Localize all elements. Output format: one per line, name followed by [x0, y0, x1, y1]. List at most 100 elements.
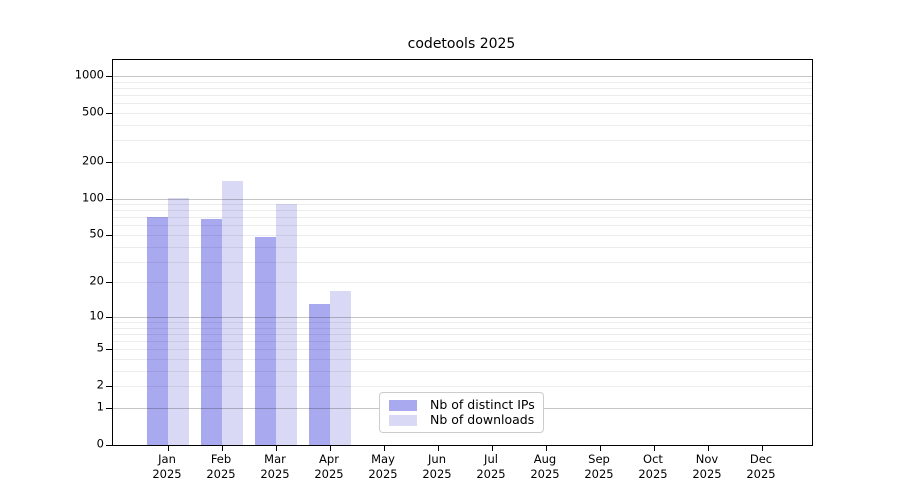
x-tick-month: Jul [484, 452, 498, 466]
x-tick-label-sep: Sep 2025 [584, 452, 613, 482]
y-tick-label: 500 [82, 104, 104, 119]
y-tick-label: 100 [82, 190, 104, 204]
minor-gridline [113, 112, 812, 114]
y-tick-mark [106, 445, 113, 446]
minor-gridline [113, 161, 812, 163]
y-tick-label: 5 [96, 340, 104, 355]
y-tick-label: 10 [89, 308, 104, 323]
x-tick-year: 2025 [152, 467, 182, 481]
x-tick-label-oct: Oct 2025 [638, 452, 667, 482]
x-tick-month: Feb [210, 452, 232, 466]
x-tick-year: 2025 [692, 467, 722, 481]
minor-gridline [113, 349, 812, 351]
major-gridline [113, 75, 812, 77]
x-tick-mark [600, 445, 601, 451]
minor-gridline [113, 235, 812, 236]
minor-gridline [113, 87, 812, 89]
x-tick-month: Apr [319, 452, 339, 466]
x-tick-month: Aug [533, 452, 557, 466]
minor-gridline [113, 359, 812, 360]
y-tick-label: 0 [96, 436, 104, 451]
x-tick-mark [708, 445, 709, 451]
minor-gridline [113, 282, 812, 284]
y-tick-mark [106, 282, 113, 284]
x-tick-mark [168, 445, 169, 451]
chart-title: codetools 2025 [407, 36, 516, 52]
legend-label-distinct-ips: Nb of distinct IPs [430, 397, 535, 412]
x-tick-year: 2025 [206, 467, 236, 481]
minor-gridline [113, 386, 812, 388]
minor-gridline [113, 204, 812, 205]
y-tick-mark [106, 408, 113, 409]
x-tick-mark [492, 445, 493, 451]
x-tick-year: 2025 [584, 467, 614, 481]
y-tick-mark [106, 386, 113, 388]
y-tick-mark [106, 198, 113, 200]
minor-gridline [113, 333, 812, 335]
x-tick-year: 2025 [476, 467, 506, 481]
x-tick-year: 2025 [530, 467, 560, 481]
minor-gridline [113, 95, 812, 96]
legend-item-downloads: Nb of downloads [389, 413, 535, 427]
x-tick-label-nov: Nov 2025 [692, 452, 721, 482]
minor-gridline [113, 103, 812, 105]
x-tick-label-jan: Jan 2025 [152, 452, 181, 482]
major-gridline [113, 316, 812, 318]
y-tick-label: 200 [82, 153, 104, 168]
bar-distinct-ips-apr [309, 304, 330, 445]
x-tick-year: 2025 [368, 467, 398, 481]
plot-area [106, 59, 813, 451]
minor-gridline [113, 341, 812, 343]
x-tick-year: 2025 [638, 467, 668, 481]
x-tick-month: Oct [643, 452, 663, 466]
bar-downloads-jan [168, 198, 189, 445]
y-tick-label: 2 [96, 377, 104, 392]
y-tick-mark [106, 112, 113, 114]
x-tick-month: Jan [158, 452, 176, 466]
x-tick-mark [762, 445, 763, 451]
minor-gridline [113, 140, 812, 142]
bar-distinct-ips-jan [147, 217, 168, 445]
x-tick-label-mar: Mar 2025 [260, 452, 289, 482]
x-tick-month: Sep [588, 452, 610, 466]
bar-downloads-apr [330, 290, 351, 445]
x-tick-month: May [371, 452, 395, 466]
minor-gridline [113, 370, 812, 372]
x-tick-month: Dec [749, 452, 773, 466]
x-tick-label-feb: Feb 2025 [206, 452, 235, 482]
legend-label-downloads: Nb of downloads [430, 412, 535, 427]
x-tick-month: Nov [695, 452, 719, 466]
x-tick-mark [330, 445, 331, 451]
x-tick-label-jun: Jun 2025 [422, 452, 451, 482]
y-tick-label: 20 [89, 273, 104, 288]
x-tick-year: 2025 [314, 467, 344, 481]
minor-gridline [113, 124, 812, 126]
x-tick-year: 2025 [422, 467, 452, 481]
x-tick-mark [384, 445, 385, 451]
x-tick-mark [546, 445, 547, 451]
bar-distinct-ips-feb [201, 218, 222, 445]
x-tick-label-apr: Apr 2025 [314, 452, 343, 482]
minor-gridline [113, 322, 812, 323]
x-tick-month: Jun [428, 452, 446, 466]
bar-downloads-mar [276, 204, 297, 445]
legend: Nb of distinct IPs Nb of downloads [379, 392, 544, 433]
x-tick-mark [438, 445, 439, 451]
x-tick-mark [276, 445, 277, 451]
y-tick-mark [106, 349, 113, 351]
minor-gridline [113, 210, 812, 212]
y-axis: 0 1 2 5 10 20 50 100 200 500 1000 [0, 59, 104, 450]
minor-gridline [113, 261, 812, 263]
x-tick-mark [654, 445, 655, 451]
y-tick-label: 1000 [74, 67, 104, 82]
x-tick-year: 2025 [746, 467, 776, 481]
minor-gridline [113, 327, 812, 329]
legend-swatch-downloads [389, 414, 417, 426]
y-tick-label: 1 [96, 399, 104, 414]
y-tick-mark [106, 316, 113, 318]
y-tick-mark [106, 235, 113, 236]
x-tick-label-jul: Jul 2025 [476, 452, 505, 482]
minor-gridline [113, 81, 812, 83]
x-tick-month: Mar [264, 452, 286, 466]
